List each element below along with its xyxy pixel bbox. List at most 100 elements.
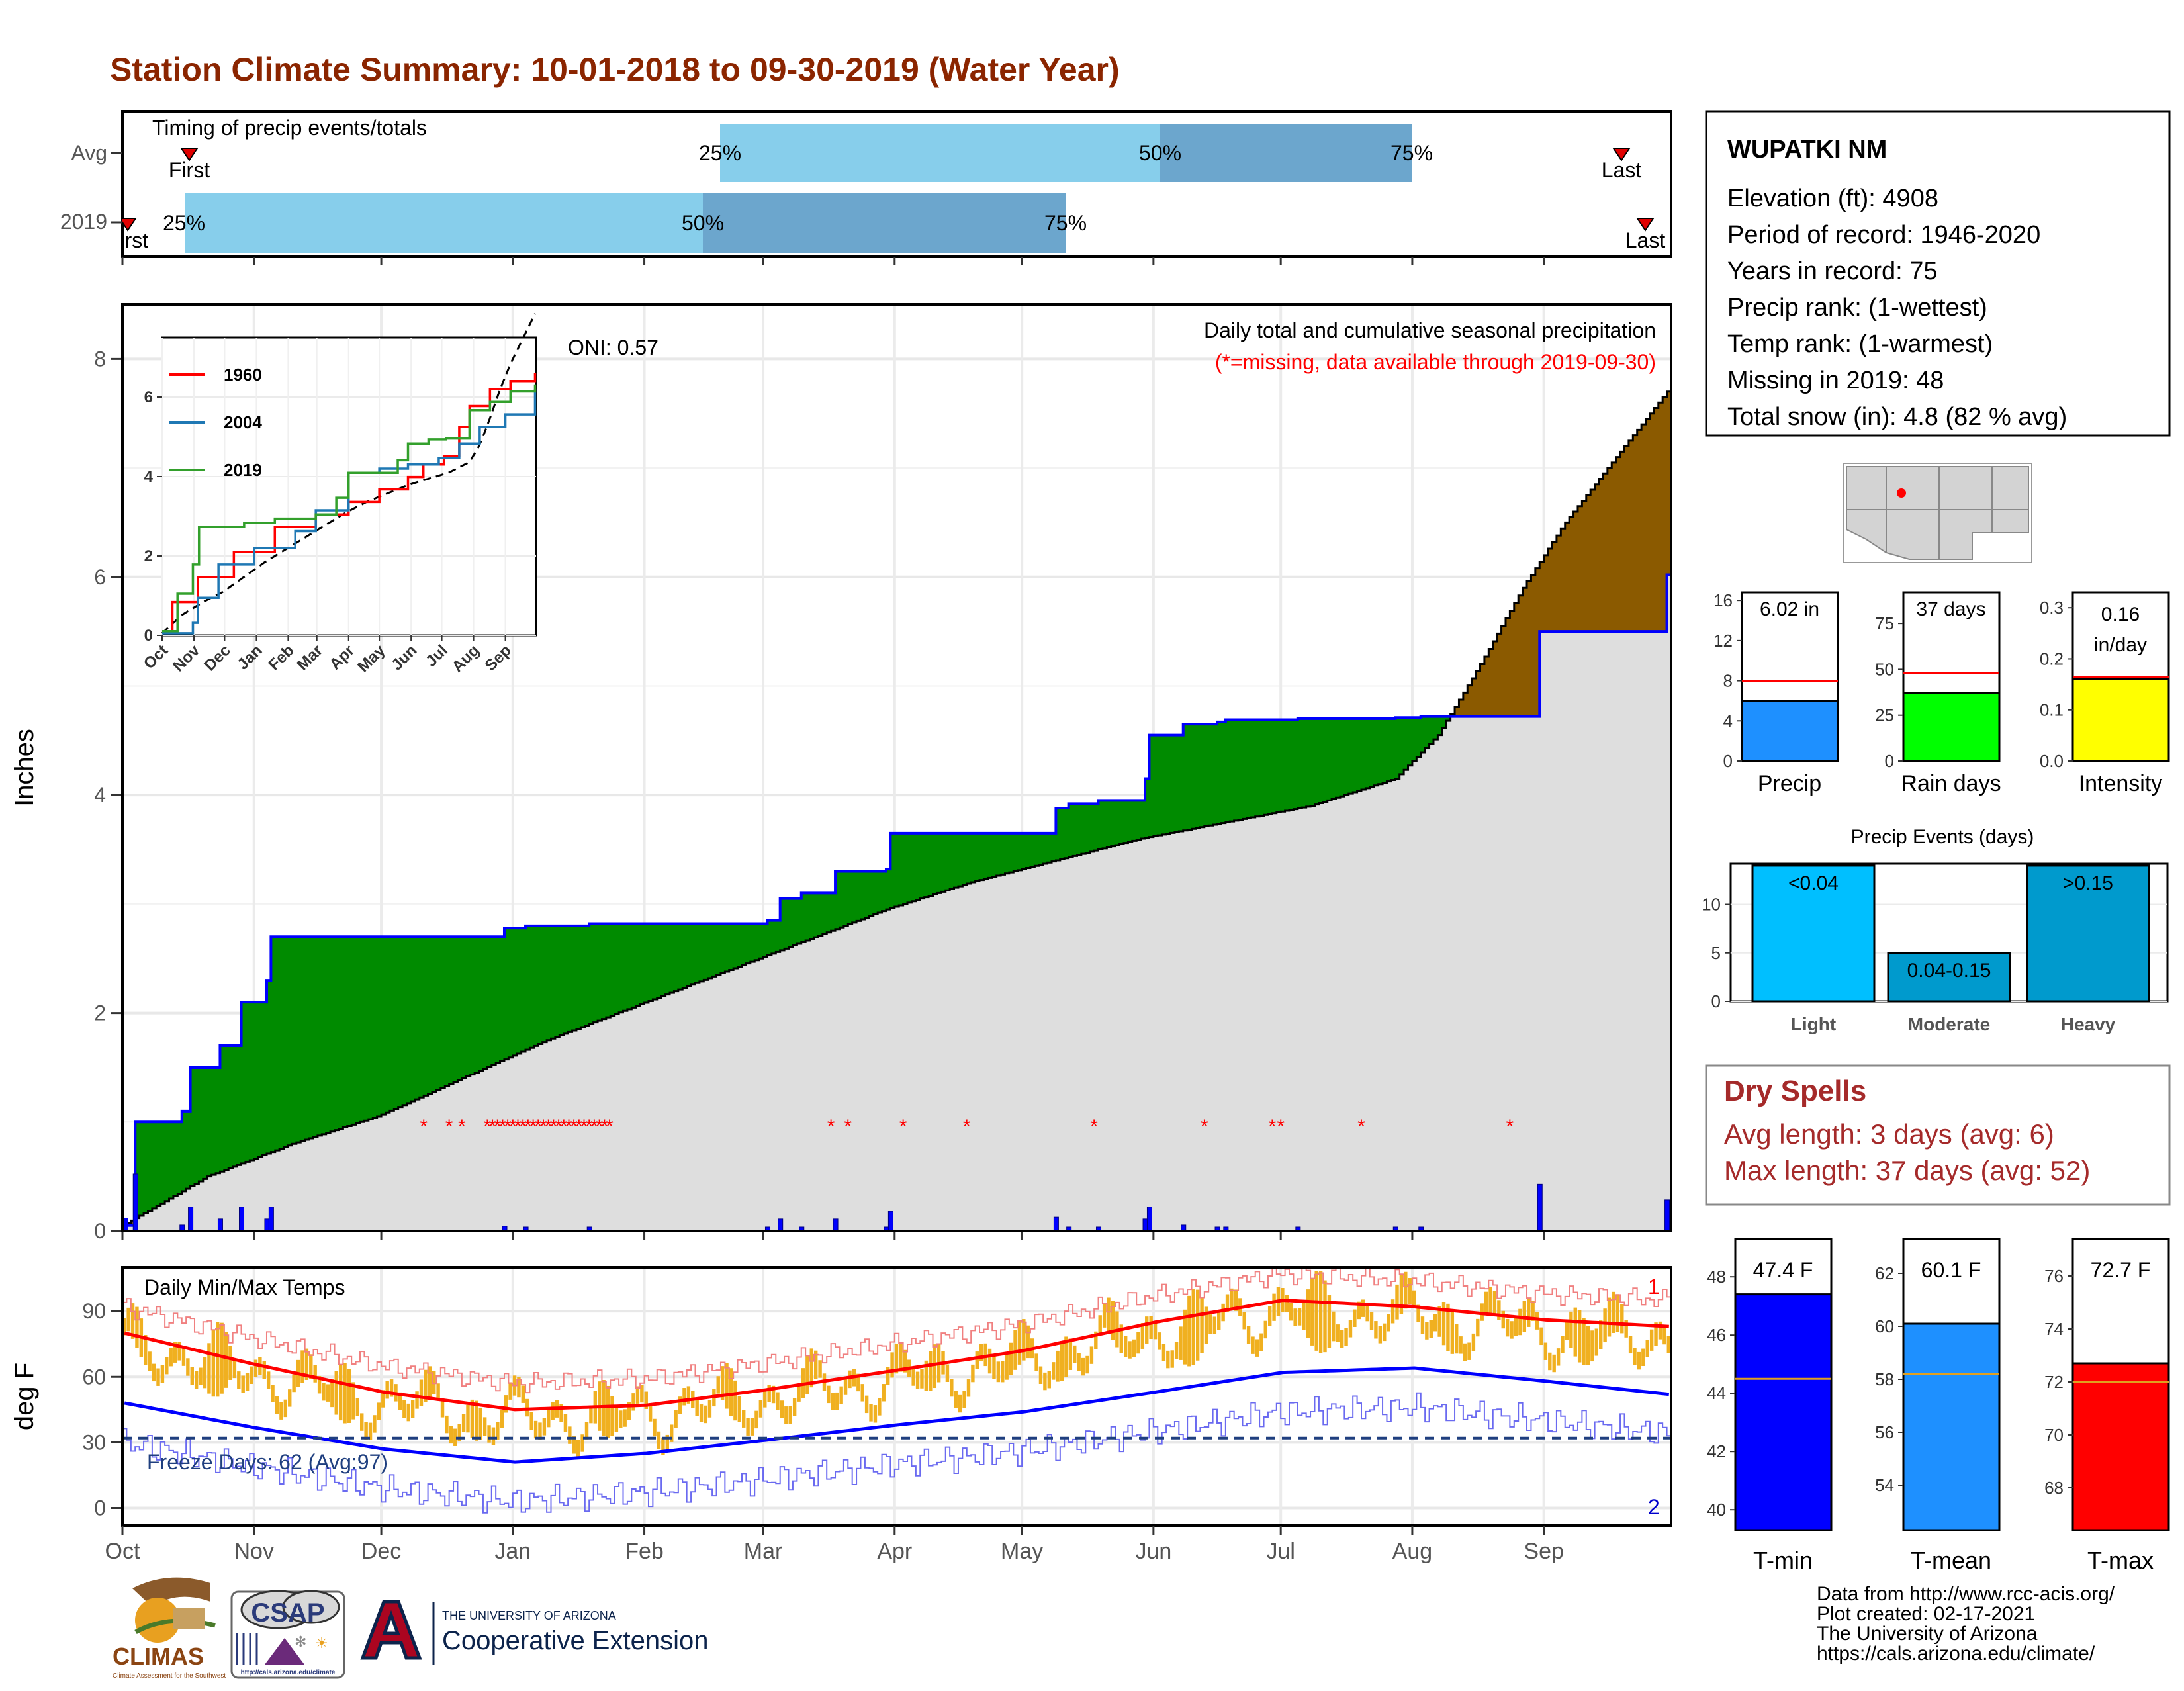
tmax-value-label: 72.7 F: [2091, 1258, 2151, 1282]
event-category-0: Light: [1791, 1014, 1836, 1034]
daily-temp-bar: [1153, 1321, 1158, 1340]
daily-temp-bar: [1569, 1311, 1573, 1348]
daily-temp-bar: [1654, 1322, 1658, 1346]
missing-day-marker: *: [539, 1116, 547, 1138]
month-label-7: May: [1001, 1539, 1043, 1564]
precip-bar-tick-label-3: 12: [1713, 631, 1733, 651]
daily-temp-bar: [686, 1386, 691, 1404]
daily-temp-bar: [1111, 1301, 1115, 1340]
daily-temp-bar: [707, 1400, 712, 1418]
daily-temp-bar: [1561, 1336, 1565, 1353]
daily-temp-bar: [453, 1428, 457, 1446]
daily-temp-bar: [827, 1385, 831, 1404]
missing-day-marker: *: [1277, 1116, 1285, 1138]
event-bar-label-0: <0.04: [1788, 872, 1839, 894]
daily-temp-bar: [410, 1400, 415, 1418]
temp-panel: 0 30 60 90 Daily Min/Max Temps Freeze Days:…: [10, 1265, 1672, 1564]
missing-day-marker: *: [1090, 1116, 1098, 1138]
daily-temp-bar: [1518, 1308, 1522, 1336]
daily-temp-bar: [466, 1404, 470, 1433]
daily-temp-bar: [1285, 1295, 1289, 1312]
daily-temp-bar: [572, 1436, 576, 1454]
daily-temp-bar: [377, 1402, 381, 1420]
daily-temp-bar: [619, 1410, 623, 1428]
month-label-8: Jun: [1135, 1539, 1171, 1564]
precip-bar-tick-label-0: 0: [1723, 751, 1733, 771]
daily-temp-bar: [385, 1381, 389, 1399]
missing-day-marker: *: [565, 1116, 573, 1138]
daily-temp-bar: [653, 1418, 657, 1437]
daily-temp-bar: [839, 1386, 843, 1404]
daily-temp-bar: [1332, 1311, 1336, 1342]
daily-temp-bar: [457, 1424, 461, 1441]
daily-temp-bar: [1624, 1320, 1628, 1338]
average-cumulative-fill: [122, 391, 1671, 1232]
daily-temp-bar: [529, 1412, 533, 1430]
daily-temp-bar: [674, 1410, 678, 1428]
y2019-last-label: Last: [1625, 228, 1666, 252]
month-label-1: Nov: [234, 1539, 274, 1564]
daily-temp-bar: [784, 1406, 788, 1424]
daily-temp-bar: [1056, 1350, 1060, 1382]
daily-temp-bar: [966, 1379, 971, 1397]
daily-temp-bar: [224, 1331, 228, 1388]
daily-temp-bar: [478, 1407, 482, 1440]
daily-temp-bar: [1098, 1315, 1102, 1333]
daily-temp-bar: [635, 1386, 640, 1404]
average-cumulative-line: [122, 390, 1671, 1227]
daily-temp-bar: [1310, 1277, 1314, 1346]
daily-temp-bar: [1649, 1329, 1654, 1351]
daily-temp-bar: [610, 1396, 614, 1437]
daily-temp-bar: [1128, 1341, 1132, 1359]
daily-temp-bar: [1064, 1336, 1068, 1377]
missing-day-marker: *: [445, 1116, 453, 1138]
daily-temp-bar: [1107, 1297, 1111, 1334]
station-location-dot: [1897, 488, 1906, 498]
daily-temp-bar: [742, 1410, 746, 1428]
daily-temp-bar: [1450, 1312, 1455, 1354]
daily-temp-bar: [271, 1385, 275, 1402]
daily-temp-bar: [725, 1363, 729, 1409]
tmax-tick-label-1: 70: [2044, 1425, 2064, 1445]
daily-temp-bar: [1527, 1297, 1531, 1327]
tmean-tick-label-3: 60: [1875, 1316, 1894, 1336]
daily-temp-bar: [665, 1434, 670, 1453]
daily-temp-bar: [704, 1405, 707, 1424]
daily-temp-bar: [1383, 1323, 1387, 1342]
avg-p75-label: 75%: [1390, 141, 1433, 165]
page-title: Station Climate Summary: 10-01-2018 to 0…: [110, 51, 1120, 88]
daily-temp-bar: [1412, 1290, 1416, 1308]
tmean-value-label: 60.1 F: [1921, 1258, 1981, 1282]
missing-day-marker: *: [1357, 1116, 1365, 1138]
daily-temp-bar: [746, 1418, 750, 1436]
daily-temp-bar: [1658, 1321, 1662, 1340]
daily-temp-bar: [682, 1388, 686, 1406]
daily-temp-bar: [1170, 1350, 1174, 1368]
temp-ytick-label-2: 60: [82, 1365, 106, 1389]
daily-temp-bar: [1009, 1342, 1013, 1376]
daily-temp-bar: [1246, 1326, 1251, 1344]
tmean-summary-chart: 60.1 F 54 56 58 60 62 T-mean: [1875, 1238, 2001, 1574]
daily-temp-bar: [568, 1426, 572, 1444]
csap-sun-icon: ☀: [315, 1635, 328, 1651]
precip-ytick-label-0: 0: [94, 1219, 106, 1243]
daily-temp-bar: [228, 1346, 232, 1380]
daily-temp-bar: [1158, 1332, 1161, 1350]
daily-temp-bar: [805, 1355, 809, 1394]
daily-temp-bar: [338, 1364, 343, 1421]
daily-temp-bar: [809, 1348, 813, 1388]
daily-temp-bar: [1505, 1318, 1510, 1337]
daily-temp-bar: [165, 1356, 169, 1375]
daily-temp-bar: [716, 1376, 720, 1394]
daily-temp-bar: [475, 1400, 478, 1441]
daily-precip-bar: [239, 1207, 245, 1232]
daily-temp-bar: [813, 1350, 818, 1379]
csap-logo: CSAP ✻ ☀ http://cals.arizona.edu/climate: [230, 1590, 345, 1679]
daily-temp-bar: [1535, 1312, 1539, 1330]
dry-spells-max: Max length: 37 days (avg: 52): [1724, 1155, 2090, 1186]
dry-spells-avg: Avg length: 3 days (avg: 6): [1724, 1119, 2054, 1150]
daily-temp-bar: [1183, 1309, 1187, 1365]
y2019-p25-label: 25%: [163, 211, 205, 235]
daily-temp-bar: [1073, 1345, 1077, 1363]
